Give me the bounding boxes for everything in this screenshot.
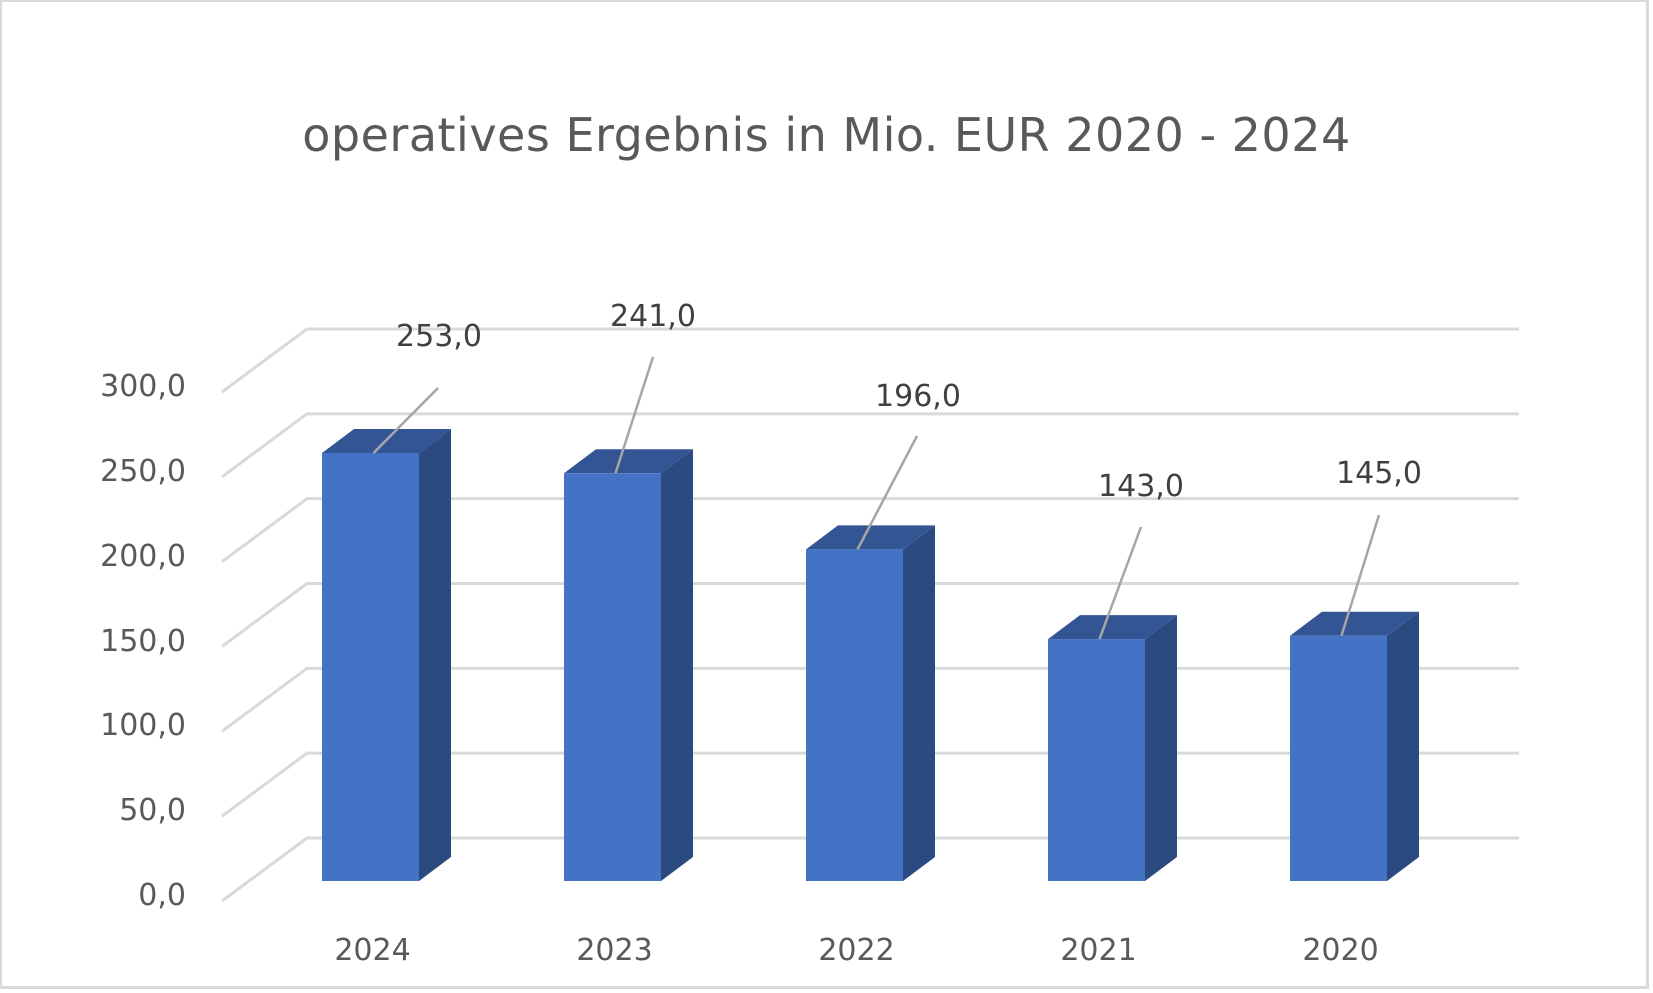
bar-2022 [806, 549, 903, 881]
bar-2024 [322, 453, 419, 881]
data-label: 143,0 [1098, 469, 1184, 504]
y-tick-label: 100,0 [100, 708, 186, 744]
bar-top [564, 449, 693, 474]
bar-side [903, 525, 935, 881]
x-tick-label: 2023 [576, 933, 653, 968]
gridline [221, 412, 1519, 479]
y-tick-label: 150,0 [100, 623, 186, 659]
x-tick-label: 2022 [818, 933, 895, 968]
bar-side [1145, 615, 1177, 881]
leader-line [1098, 526, 1143, 640]
data-label: 145,0 [1336, 456, 1422, 491]
bar-side [661, 449, 693, 881]
chart-title: operatives Ergebnis in Mio. EUR 2020 - 2… [302, 108, 1351, 162]
bar-2020 [1290, 635, 1387, 881]
gridline [221, 327, 1519, 394]
leader-line [614, 356, 655, 474]
data-label: 253,0 [396, 319, 482, 354]
x-tick-label: 2020 [1302, 933, 1379, 968]
x-tick-label: 2021 [1060, 933, 1137, 968]
gridline [221, 582, 1519, 648]
y-tick-label: 0,0 [138, 878, 186, 913]
bar-side [1387, 611, 1419, 881]
bar-side [419, 429, 451, 881]
gridline [221, 497, 1519, 563]
x-tick-label: 2024 [334, 933, 411, 968]
y-tick-label: 300,0 [100, 369, 186, 404]
bar-2021 [1048, 639, 1145, 881]
bar-top [1048, 615, 1177, 640]
bar-top [1290, 611, 1419, 636]
y-tick-label: 50,0 [119, 793, 186, 829]
data-label: 241,0 [610, 299, 696, 334]
bar-top [806, 525, 935, 550]
bar-2023 [564, 473, 661, 881]
y-tick-label: 200,0 [100, 538, 186, 574]
leader-line [1340, 514, 1381, 637]
y-tick-label: 250,0 [100, 453, 186, 489]
leader-line [372, 387, 439, 454]
leader-line [856, 435, 919, 551]
data-label: 196,0 [875, 379, 961, 414]
